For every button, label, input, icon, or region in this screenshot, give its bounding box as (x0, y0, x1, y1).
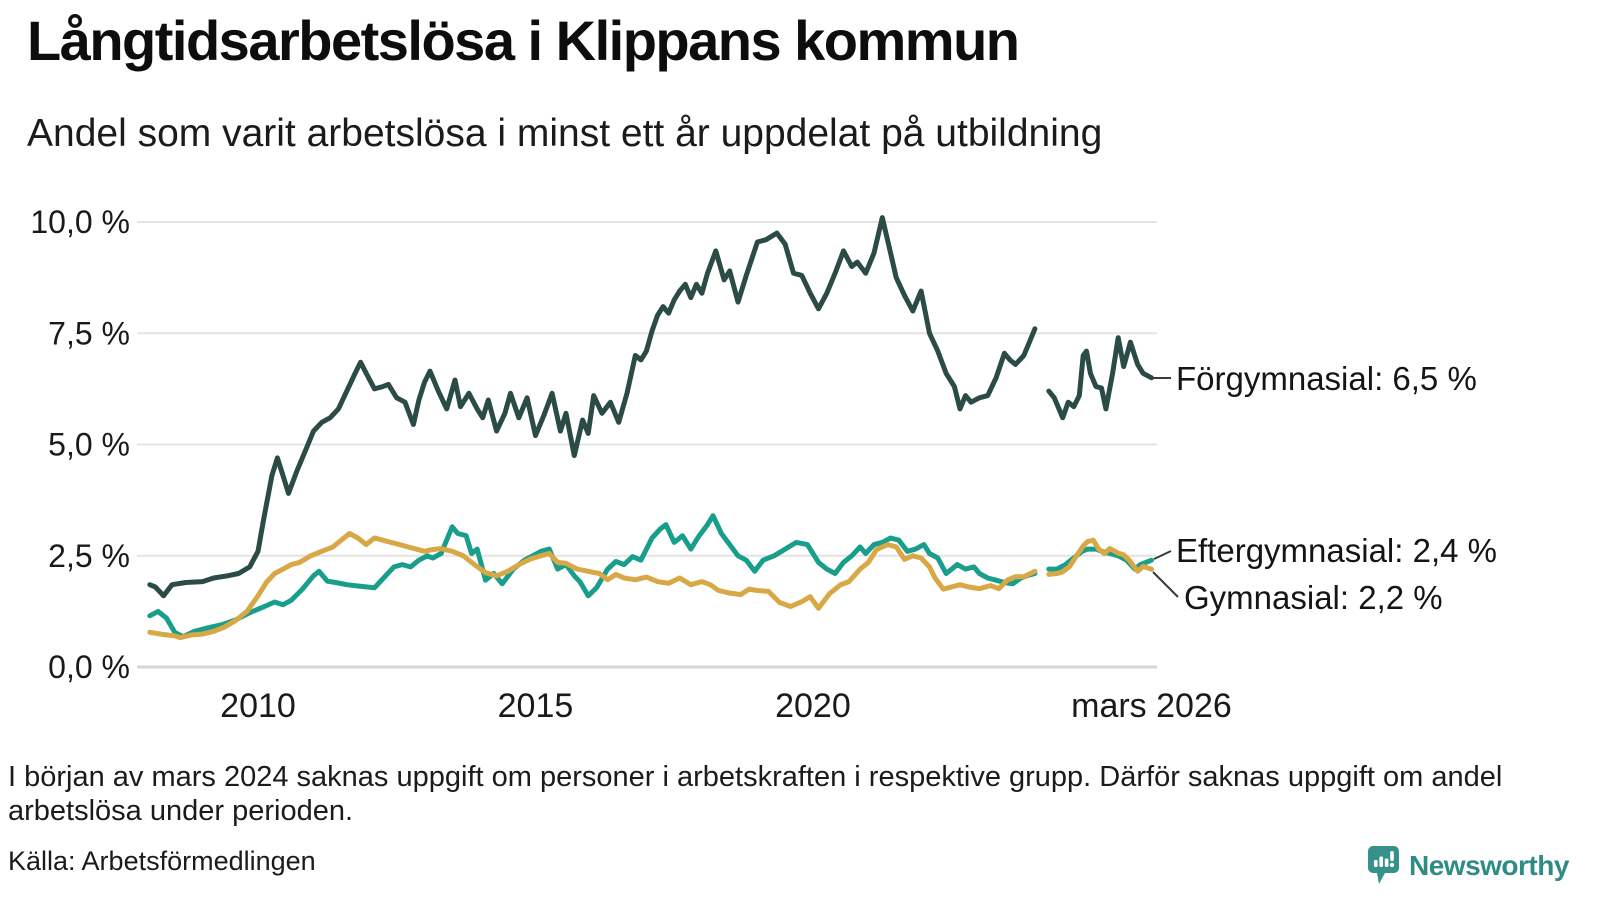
source-text: Källa: Arbetsförmedlingen (8, 846, 316, 876)
y-axis-tick-label: 0,0 % (48, 649, 130, 685)
y-axis-labels: 10,0 % 7,5 % 5,0 % 2,5 % 0,0 % (30, 204, 130, 685)
y-axis-tick-label: 10,0 % (30, 204, 130, 240)
x-axis-tick-label: 2010 (220, 687, 296, 725)
series-line-förgymnasial-segment-2 (1046, 335, 1154, 421)
series-end-annotations: Förgymnasial: 6,5 % Eftergymnasial: 2,4 … (1152, 360, 1497, 616)
series-line-förgymnasial-segment-1 (147, 215, 1038, 599)
page-title: Långtidsarbetslösa i Klippans kommun (27, 9, 1020, 72)
line-chart: 10,0 % 7,5 % 5,0 % 2,5 % 0,0 % 2010 2015 2020 m… (30, 204, 1497, 725)
x-axis-tick-label: mars 2026 (1071, 687, 1232, 725)
end-label-forgymnasial: Förgymnasial: 6,5 % (1176, 360, 1477, 397)
x-axis-tick-label: 2015 (498, 687, 574, 725)
chart-subtitle: Andel som varit arbetslösa i minst ett å… (27, 112, 1103, 155)
y-axis-tick-label: 5,0 % (48, 427, 130, 463)
y-axis-tick-label: 2,5 % (48, 538, 130, 574)
connector-eftergymnasial (1153, 550, 1172, 560)
newsworthy-wordmark: Newsworthy (1409, 850, 1569, 881)
x-axis-labels: 2010 2015 2020 mars 2026 (220, 687, 1232, 725)
footnote-text: I början av mars 2024 saknas uppgift om … (8, 761, 1503, 828)
end-label-eftergymnasial: Eftergymnasial: 2,4 % (1176, 532, 1497, 569)
series-lines (147, 215, 1154, 641)
series-line-eftergymnasial-segment-1 (147, 513, 1038, 640)
connector-gymnasial (1152, 571, 1179, 598)
series-line-gymnasial-segment-2 (1046, 537, 1154, 577)
end-label-gymnasial: Gymnasial: 2,2 % (1184, 579, 1443, 616)
newsworthy-badge-icon (1368, 846, 1399, 884)
x-axis-tick-label: 2020 (775, 687, 851, 725)
series-line-gymnasial-segment-1 (147, 531, 1038, 641)
y-axis-tick-label: 7,5 % (48, 315, 130, 351)
newsworthy-logo: Newsworthy (1368, 846, 1569, 886)
